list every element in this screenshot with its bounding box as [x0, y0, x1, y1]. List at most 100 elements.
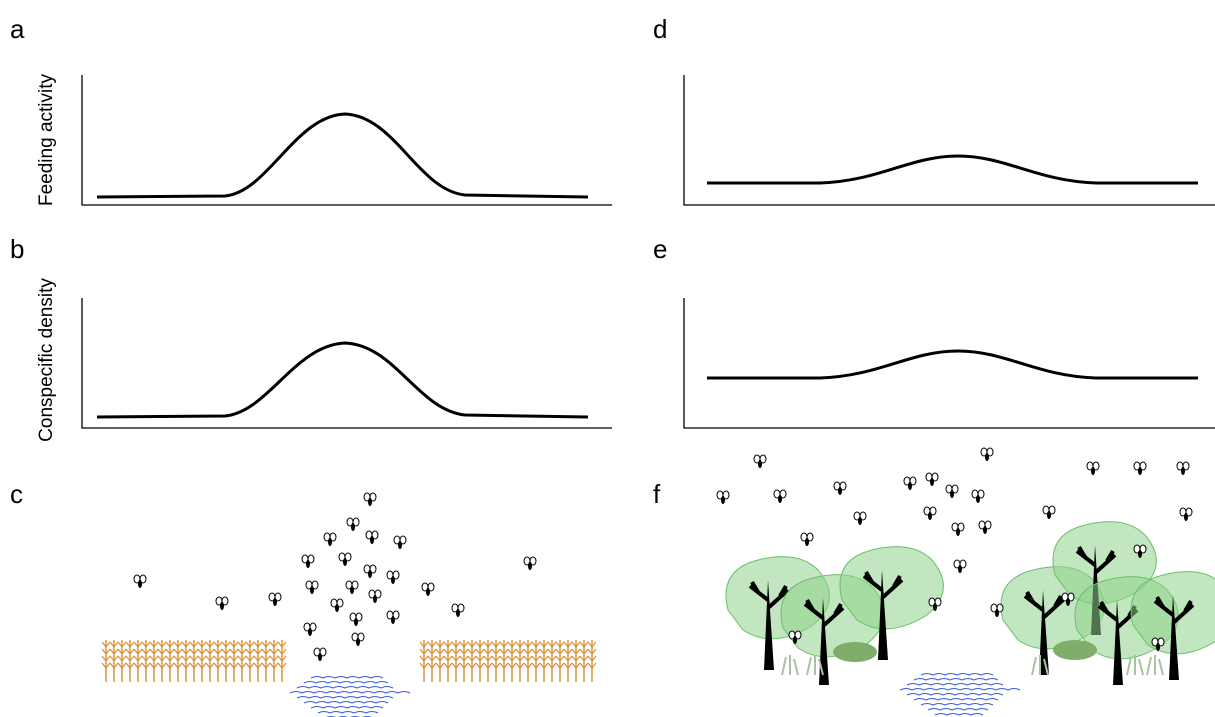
- wheat-grain: [499, 648, 509, 655]
- fly-body: [306, 560, 310, 568]
- wheat-grain: [181, 655, 191, 662]
- wheat-grain: [571, 641, 581, 648]
- wheat-grain: [253, 648, 263, 655]
- panel-label: b: [10, 234, 24, 264]
- fly-body: [351, 523, 355, 531]
- wheat-grain: [555, 648, 565, 655]
- wheat-grain: [451, 641, 461, 648]
- wheat-grain: [133, 655, 143, 662]
- wheat-grain: [157, 641, 167, 648]
- wheat-grain: [197, 648, 207, 655]
- panel-label: e: [653, 234, 667, 264]
- trunk: [1113, 600, 1123, 685]
- wheat-grain: [221, 648, 231, 655]
- wheat-grain: [165, 655, 175, 662]
- fly-body: [310, 586, 314, 594]
- wheat-grain: [269, 655, 279, 662]
- fly-body: [838, 487, 842, 495]
- fly-wing: [351, 580, 359, 590]
- wheat-grain: [269, 648, 279, 655]
- wheat-grain: [459, 648, 469, 655]
- fly-wing: [399, 535, 407, 545]
- wheat-grain: [109, 655, 119, 662]
- wheat-grain: [133, 648, 143, 655]
- fly-body: [858, 517, 862, 525]
- wheat-grain: [117, 641, 127, 648]
- wheat-grain: [483, 662, 493, 669]
- wheat-grain: [563, 641, 573, 648]
- wheat-grain: [475, 662, 485, 669]
- wheat-grain: [165, 641, 175, 648]
- bush: [1053, 640, 1097, 660]
- water: [310, 706, 384, 709]
- wheat-grain: [149, 662, 159, 669]
- wheat-grain: [149, 641, 159, 648]
- wheat-grain: [181, 648, 191, 655]
- wheat-grain: [213, 648, 223, 655]
- wheat-grain: [173, 641, 183, 648]
- wheat-grain: [237, 641, 247, 648]
- fly-body: [391, 616, 395, 624]
- fly-body: [985, 453, 989, 461]
- fly-wing: [344, 552, 352, 562]
- water: [317, 711, 379, 714]
- wheat-grain: [587, 655, 597, 662]
- fly-wing: [859, 511, 867, 521]
- water: [913, 698, 999, 701]
- fly-wing: [369, 564, 377, 574]
- wheat-grain: [245, 655, 255, 662]
- wheat-grain: [141, 662, 151, 669]
- wheat-grain: [483, 655, 493, 662]
- wheat-grain: [467, 641, 477, 648]
- fly-body: [1184, 513, 1188, 521]
- wheat-grain: [125, 641, 135, 648]
- wheat-grain: [101, 655, 111, 662]
- branch: [1023, 590, 1065, 620]
- wheat-grain: [427, 641, 437, 648]
- fly-wing: [221, 596, 229, 606]
- curve: [707, 154, 1198, 185]
- wheat-grain: [491, 648, 501, 655]
- wheat-grain: [587, 648, 597, 655]
- wheat-grain: [237, 655, 247, 662]
- wheat-grain: [245, 641, 255, 648]
- wheat-grain: [491, 662, 501, 669]
- wheat-grain: [109, 641, 119, 648]
- fly-wing: [996, 603, 1004, 613]
- trunk: [819, 598, 829, 685]
- branch: [862, 570, 904, 600]
- wheat-grain: [443, 662, 453, 669]
- panel-label: c: [10, 479, 23, 509]
- fly-body: [318, 653, 322, 661]
- fly-wing: [1182, 461, 1190, 471]
- wheat-grain: [261, 641, 271, 648]
- wheat-grain: [205, 655, 215, 662]
- bush: [833, 642, 877, 662]
- wheat-grain: [173, 655, 183, 662]
- wheat-grain: [109, 662, 119, 669]
- fly-wing: [309, 622, 317, 632]
- wheat-grain: [419, 648, 429, 655]
- wheat-grain: [173, 648, 183, 655]
- wheat-grain: [101, 641, 111, 648]
- wheat-grain: [229, 648, 239, 655]
- fly-body: [273, 598, 277, 606]
- fly-wing: [529, 556, 537, 566]
- wheat-grain: [221, 655, 231, 662]
- wheat-grain: [579, 655, 589, 662]
- fly-body: [398, 541, 402, 549]
- fly-wing: [984, 520, 992, 530]
- wheat-grain: [451, 648, 461, 655]
- wheat-grain: [587, 641, 597, 648]
- wheat-grain: [579, 641, 589, 648]
- panel-label: a: [10, 14, 25, 44]
- fly-wing: [352, 517, 360, 527]
- wheat-grain: [173, 662, 183, 669]
- water: [899, 688, 1021, 691]
- water: [906, 693, 1004, 696]
- fly-body: [950, 490, 954, 498]
- wheat-grain: [483, 641, 493, 648]
- wheat-grain: [189, 655, 199, 662]
- fly-body: [933, 603, 937, 611]
- fly-wing: [369, 492, 377, 502]
